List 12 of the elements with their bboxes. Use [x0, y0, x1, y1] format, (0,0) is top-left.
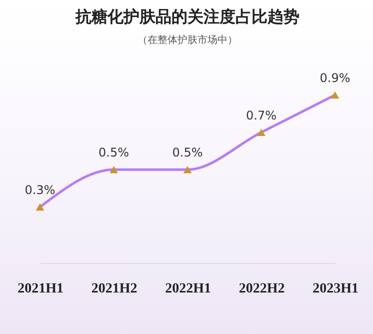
chart-title: 抗糖化护肤品的关注度占比趋势	[74, 7, 300, 26]
chart-subtitle: （在整体护肤市场中）	[138, 34, 238, 46]
data-label: 0.3%	[24, 183, 56, 197]
x-tick-label: 2022H2	[238, 282, 285, 296]
data-label: 0.5%	[98, 146, 129, 160]
data-label: 0.9%	[320, 71, 350, 85]
x-tick-label: 2022H1	[165, 282, 211, 296]
x-tick-label: 2021H2	[91, 282, 138, 296]
data-label: 0.7%	[246, 108, 276, 122]
x-tick-label: 2023H1	[312, 282, 358, 296]
data-label: 0.5%	[172, 146, 203, 160]
x-tick-label: 2021H1	[18, 282, 64, 296]
